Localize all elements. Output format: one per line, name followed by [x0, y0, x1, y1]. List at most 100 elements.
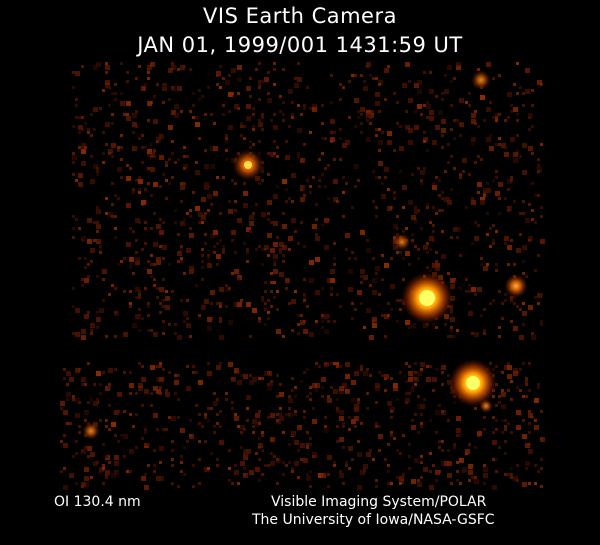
- noise-pixel: [393, 191, 396, 194]
- noise-pixel: [105, 71, 108, 74]
- noise-pixel: [411, 386, 414, 389]
- noise-pixel: [513, 302, 516, 305]
- noise-pixel: [258, 98, 261, 101]
- noise-pixel: [513, 83, 516, 86]
- noise-pixel: [114, 368, 117, 371]
- noise-pixel: [522, 92, 525, 95]
- noise-pixel: [177, 398, 180, 401]
- noise-pixel: [402, 206, 405, 209]
- noise-pixel: [216, 74, 219, 77]
- noise-pixel: [375, 266, 380, 271]
- noise-pixel: [234, 368, 239, 373]
- noise-pixel: [507, 209, 510, 212]
- noise-pixel: [216, 458, 219, 461]
- noise-pixel: [288, 398, 293, 403]
- noise-pixel: [117, 392, 122, 397]
- noise-pixel: [471, 119, 476, 124]
- noise-pixel: [93, 164, 98, 169]
- noise-pixel: [453, 446, 456, 449]
- noise-pixel: [282, 179, 287, 184]
- noise-pixel: [408, 80, 411, 83]
- noise-pixel: [405, 320, 410, 325]
- noise-pixel: [198, 137, 201, 140]
- noise-pixel: [267, 173, 270, 176]
- noise-pixel: [471, 137, 476, 142]
- noise-pixel: [186, 365, 189, 368]
- noise-pixel: [180, 248, 183, 251]
- noise-pixel: [312, 224, 317, 229]
- noise-pixel: [237, 275, 242, 280]
- noise-pixel: [90, 179, 95, 184]
- noise-pixel: [309, 443, 312, 446]
- noise-pixel: [231, 272, 234, 275]
- noise-pixel: [108, 212, 113, 217]
- noise-pixel: [396, 251, 399, 254]
- noise-pixel: [408, 263, 411, 266]
- noise-pixel: [525, 218, 530, 223]
- noise-pixel: [282, 260, 285, 263]
- noise-pixel: [504, 242, 507, 245]
- noise-pixel: [471, 197, 474, 200]
- noise-pixel: [366, 392, 369, 395]
- noise-pixel: [126, 176, 131, 181]
- noise-pixel: [123, 332, 128, 337]
- noise-pixel: [390, 431, 393, 434]
- noise-pixel: [357, 485, 362, 490]
- noise-pixel: [261, 80, 264, 83]
- noise-pixel: [75, 116, 78, 119]
- noise-pixel: [150, 227, 153, 230]
- noise-pixel: [66, 422, 69, 425]
- noise-pixel: [243, 473, 248, 478]
- noise-pixel: [105, 143, 108, 146]
- noise-pixel: [297, 425, 302, 430]
- noise-pixel: [222, 245, 225, 248]
- noise-pixel: [378, 425, 381, 428]
- noise-pixel: [99, 251, 102, 254]
- noise-pixel: [315, 233, 318, 236]
- noise-pixel: [216, 422, 219, 425]
- noise-pixel: [474, 110, 477, 113]
- noise-pixel: [72, 305, 75, 308]
- noise-pixel: [522, 302, 525, 305]
- noise-pixel: [378, 371, 381, 374]
- noise-pixel: [522, 311, 527, 316]
- noise-pixel: [342, 446, 345, 449]
- noise-pixel: [495, 419, 498, 422]
- noise-pixel: [123, 257, 126, 260]
- noise-pixel: [162, 305, 165, 308]
- noise-pixel: [168, 158, 171, 161]
- noise-pixel: [90, 248, 95, 253]
- noise-pixel: [180, 428, 185, 433]
- noise-pixel: [63, 410, 68, 415]
- noise-pixel: [282, 119, 285, 122]
- noise-pixel: [132, 188, 135, 191]
- noise-pixel: [165, 389, 168, 392]
- noise-pixel: [132, 113, 137, 118]
- noise-pixel: [384, 176, 387, 179]
- noise-pixel: [414, 83, 419, 88]
- noise-pixel: [159, 155, 164, 160]
- noise-pixel: [354, 425, 357, 428]
- noise-pixel: [435, 125, 440, 130]
- noise-pixel: [177, 374, 180, 377]
- noise-pixel: [168, 182, 171, 185]
- noise-pixel: [444, 461, 449, 466]
- noise-pixel: [306, 368, 309, 371]
- noise-pixel: [216, 302, 219, 305]
- noise-pixel: [324, 185, 327, 188]
- noise-pixel: [495, 116, 498, 119]
- noise-pixel: [441, 440, 444, 443]
- noise-pixel: [135, 77, 138, 80]
- noise-pixel: [423, 398, 426, 401]
- noise-pixel: [375, 422, 378, 425]
- noise-pixel: [390, 482, 393, 485]
- noise-pixel: [207, 263, 212, 268]
- noise-pixel: [135, 314, 140, 319]
- noise-pixel: [144, 431, 147, 434]
- noise-pixel: [528, 389, 531, 392]
- noise-pixel: [438, 404, 441, 407]
- noise-pixel: [531, 125, 534, 128]
- noise-pixel: [210, 452, 213, 455]
- noise-pixel: [366, 137, 371, 142]
- noise-pixel: [78, 368, 81, 371]
